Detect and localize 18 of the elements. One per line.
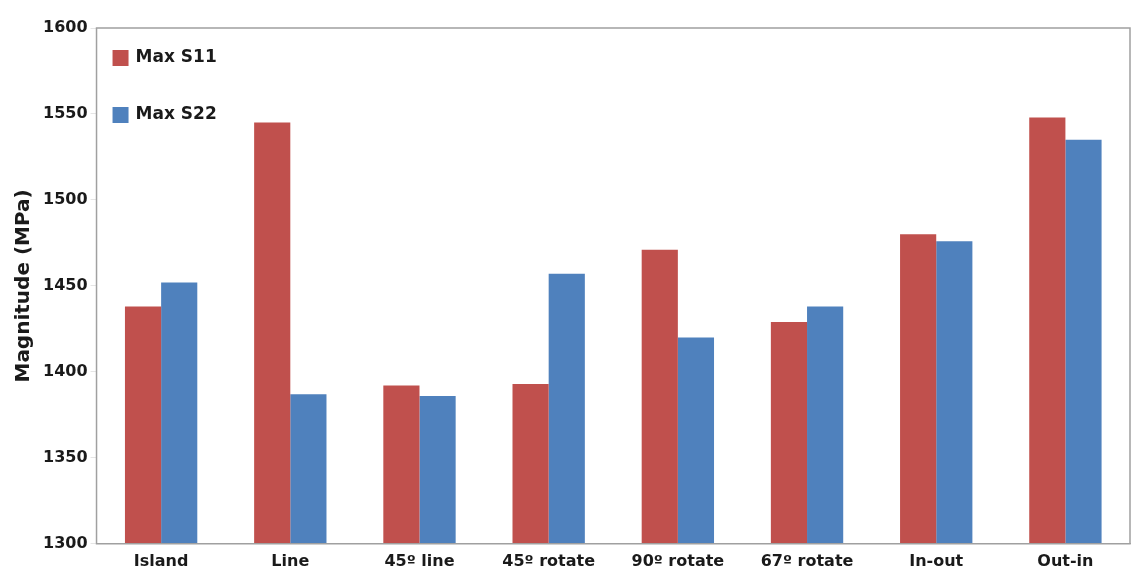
y-tick-label: 1550 (43, 103, 88, 123)
x-tick-label: 45º line (384, 550, 455, 570)
y-tick-label: 1300 (43, 532, 88, 552)
x-tick-label: In-out (909, 550, 964, 570)
y-tick-label: 1450 (43, 275, 88, 295)
legend-label: Max S22 (135, 103, 217, 124)
x-tick-label: Out-in (1037, 550, 1094, 570)
x-tick-label: 90º rotate (631, 550, 725, 570)
x-tick-label: Line (271, 550, 310, 570)
legend-label: Max S11 (135, 46, 217, 67)
y-tick-label: 1350 (43, 446, 88, 466)
y-axis-title: Magnitude (MPa) (10, 189, 35, 383)
x-tick-label: 45º rotate (502, 550, 596, 570)
y-tick-label: 1400 (43, 361, 88, 381)
y-tick-label: 1500 (43, 189, 88, 209)
x-tick-label: Island (133, 550, 189, 570)
x-tick-label: 67º rotate (760, 550, 854, 570)
y-tick-label: 1600 (43, 17, 88, 37)
